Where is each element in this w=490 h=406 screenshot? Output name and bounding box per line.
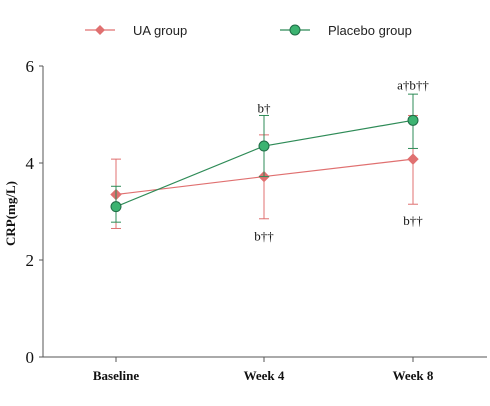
x-category-label: Baseline — [93, 368, 139, 383]
series-placebo — [110, 93, 419, 223]
axes: 0 2 4 6 Baseline Week 4 Week 8 CRP(mg/L) — [3, 57, 487, 383]
data-point-circle — [407, 114, 419, 126]
significance-annotation: b† — [258, 101, 272, 116]
significance-annotation: b†† — [254, 229, 274, 244]
legend-label: UA group — [133, 23, 187, 38]
series-layer — [110, 93, 419, 229]
data-point-circle — [110, 201, 122, 213]
legend-circle-icon — [289, 24, 301, 36]
y-tick-label: 0 — [26, 348, 35, 367]
data-point-circle — [258, 140, 270, 152]
legend-item-placebo: Placebo group — [280, 23, 412, 38]
y-axis-title: CRP(mg/L) — [3, 181, 18, 246]
legend: UA group Placebo group — [85, 23, 412, 38]
y-tick-label: 2 — [26, 251, 35, 270]
y-tick-label: 6 — [26, 57, 35, 76]
significance-annotation: a†b†† — [397, 77, 429, 92]
legend-item-ua: UA group — [85, 23, 187, 38]
x-category-label: Week 8 — [393, 368, 434, 383]
x-category-label: Week 4 — [244, 368, 285, 383]
annotation-layer: b† b†† a†b†† b†† — [254, 77, 429, 243]
legend-label: Placebo group — [328, 23, 412, 38]
y-tick-label: 4 — [26, 154, 35, 173]
significance-annotation: b†† — [403, 213, 423, 228]
legend-diamond-icon — [95, 25, 105, 35]
data-point-diamond — [407, 153, 419, 165]
